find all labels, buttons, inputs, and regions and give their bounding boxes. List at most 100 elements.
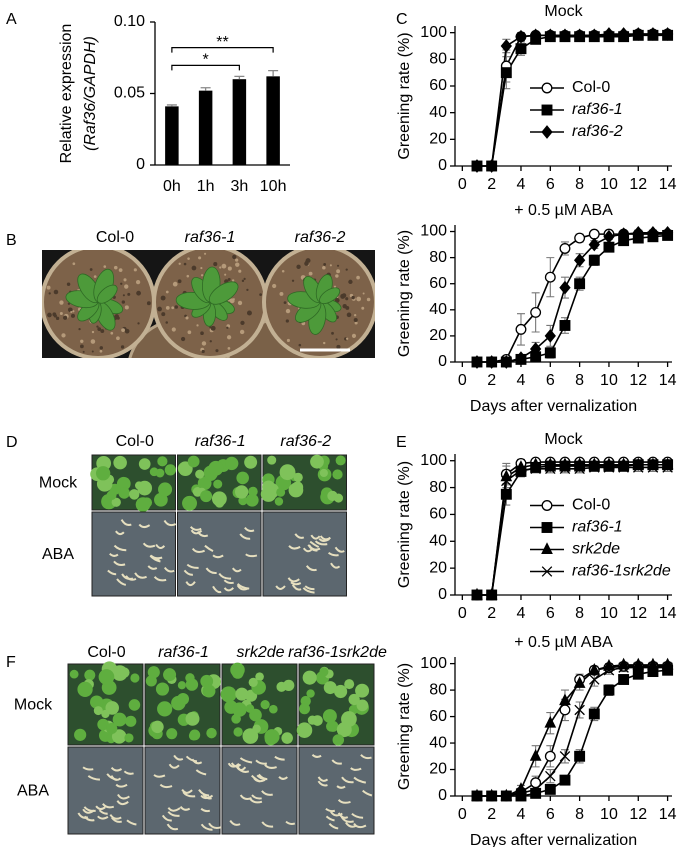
- y-tick-label: 80: [429, 681, 447, 698]
- soil-grain: [215, 349, 219, 353]
- marker: [647, 226, 659, 240]
- seedling: [189, 526, 202, 531]
- bar: [165, 106, 179, 165]
- seedling: [208, 460, 224, 476]
- seedling: [319, 535, 331, 541]
- seedling: [220, 686, 237, 703]
- seedling: [213, 479, 223, 489]
- marker: [573, 253, 586, 268]
- soil-grain: [146, 301, 151, 306]
- seedling: [95, 466, 111, 481]
- seedling: [344, 821, 357, 828]
- row-label: Mock: [39, 475, 78, 492]
- y-axis-label: Greening rate (%): [396, 32, 413, 159]
- seedling: [225, 456, 239, 471]
- soil-grain: [67, 307, 73, 313]
- seedling: [202, 684, 216, 698]
- marker: [661, 27, 674, 41]
- seedling: [181, 789, 193, 794]
- seedling: [236, 471, 249, 485]
- seedling: [200, 490, 213, 503]
- soil-grain: [177, 279, 182, 284]
- marker: [603, 684, 615, 696]
- seedling: [245, 493, 259, 507]
- seedling: [125, 575, 137, 581]
- seedling: [331, 759, 343, 765]
- panel-letter: A: [6, 11, 17, 28]
- soil-grain: [97, 327, 102, 331]
- marker: [618, 674, 630, 685]
- soil-grain: [353, 314, 357, 317]
- seedling: [326, 721, 337, 732]
- seedling: [334, 684, 348, 699]
- marker: [471, 355, 483, 369]
- soil-grain: [335, 297, 338, 301]
- seedling: [310, 454, 324, 469]
- soil-grain: [296, 264, 301, 270]
- seedling: [111, 497, 121, 507]
- x-tick-label: 14: [659, 372, 677, 389]
- marker: [471, 159, 483, 173]
- marker: [541, 542, 553, 554]
- seedling: [164, 464, 177, 476]
- column-label: Col-0: [116, 433, 154, 450]
- seedling: [182, 495, 198, 511]
- seedling: [278, 776, 288, 780]
- soil-grain: [191, 265, 197, 271]
- x-tick-label: 6: [546, 176, 555, 193]
- x-tick-label: 14: [659, 806, 677, 823]
- soil-grain: [62, 315, 68, 320]
- soil-grain: [178, 262, 181, 265]
- seedling: [166, 823, 179, 831]
- seedling: [244, 526, 255, 533]
- error-bar: [200, 87, 211, 91]
- seedling: [115, 530, 125, 536]
- soil-grain: [345, 337, 349, 340]
- column-label: raf36-1: [195, 433, 246, 450]
- soil-grain: [345, 297, 349, 301]
- seedling: [113, 560, 126, 566]
- y-tick-label: 60: [429, 708, 447, 725]
- marker: [515, 323, 527, 335]
- seedling: [158, 482, 173, 497]
- seedling: [205, 567, 217, 574]
- marker: [603, 462, 615, 473]
- marker: [573, 28, 586, 43]
- seedling: [161, 814, 172, 822]
- marker: [588, 662, 601, 675]
- marker: [544, 783, 556, 795]
- marker: [647, 27, 659, 41]
- y-tick-label: 0: [136, 156, 145, 173]
- seedling: [200, 807, 211, 813]
- marker: [603, 241, 615, 253]
- seedling: [248, 677, 258, 688]
- seedling: [251, 774, 261, 783]
- soil-grain: [200, 331, 204, 336]
- marker: [588, 237, 600, 252]
- y-tick-label: 80: [429, 249, 447, 266]
- soil-grain: [124, 305, 129, 310]
- seedling: [126, 819, 137, 826]
- soil-grain: [116, 336, 120, 341]
- chart-title: + 0.5 µM ABA: [514, 202, 613, 219]
- seedling: [198, 789, 210, 797]
- seedling: [281, 732, 293, 744]
- seedling: [245, 704, 255, 713]
- soil-grain: [91, 350, 94, 353]
- seedling: [123, 770, 134, 775]
- marker: [588, 228, 600, 240]
- marker: [661, 457, 674, 470]
- soil-grain: [157, 306, 162, 312]
- soil-grain: [335, 274, 339, 278]
- marker: [541, 500, 553, 511]
- y-axis-label: (Raf36/GAPDH): [82, 36, 99, 151]
- y-tick-label: 0: [438, 157, 447, 174]
- seedling: [236, 583, 250, 590]
- seedling: [310, 534, 321, 540]
- seedling: [260, 700, 270, 710]
- y-tick-label: 0: [438, 787, 447, 804]
- marker: [486, 790, 497, 802]
- soil-grain: [243, 277, 246, 280]
- seedling: [309, 540, 320, 549]
- marker: [501, 790, 512, 802]
